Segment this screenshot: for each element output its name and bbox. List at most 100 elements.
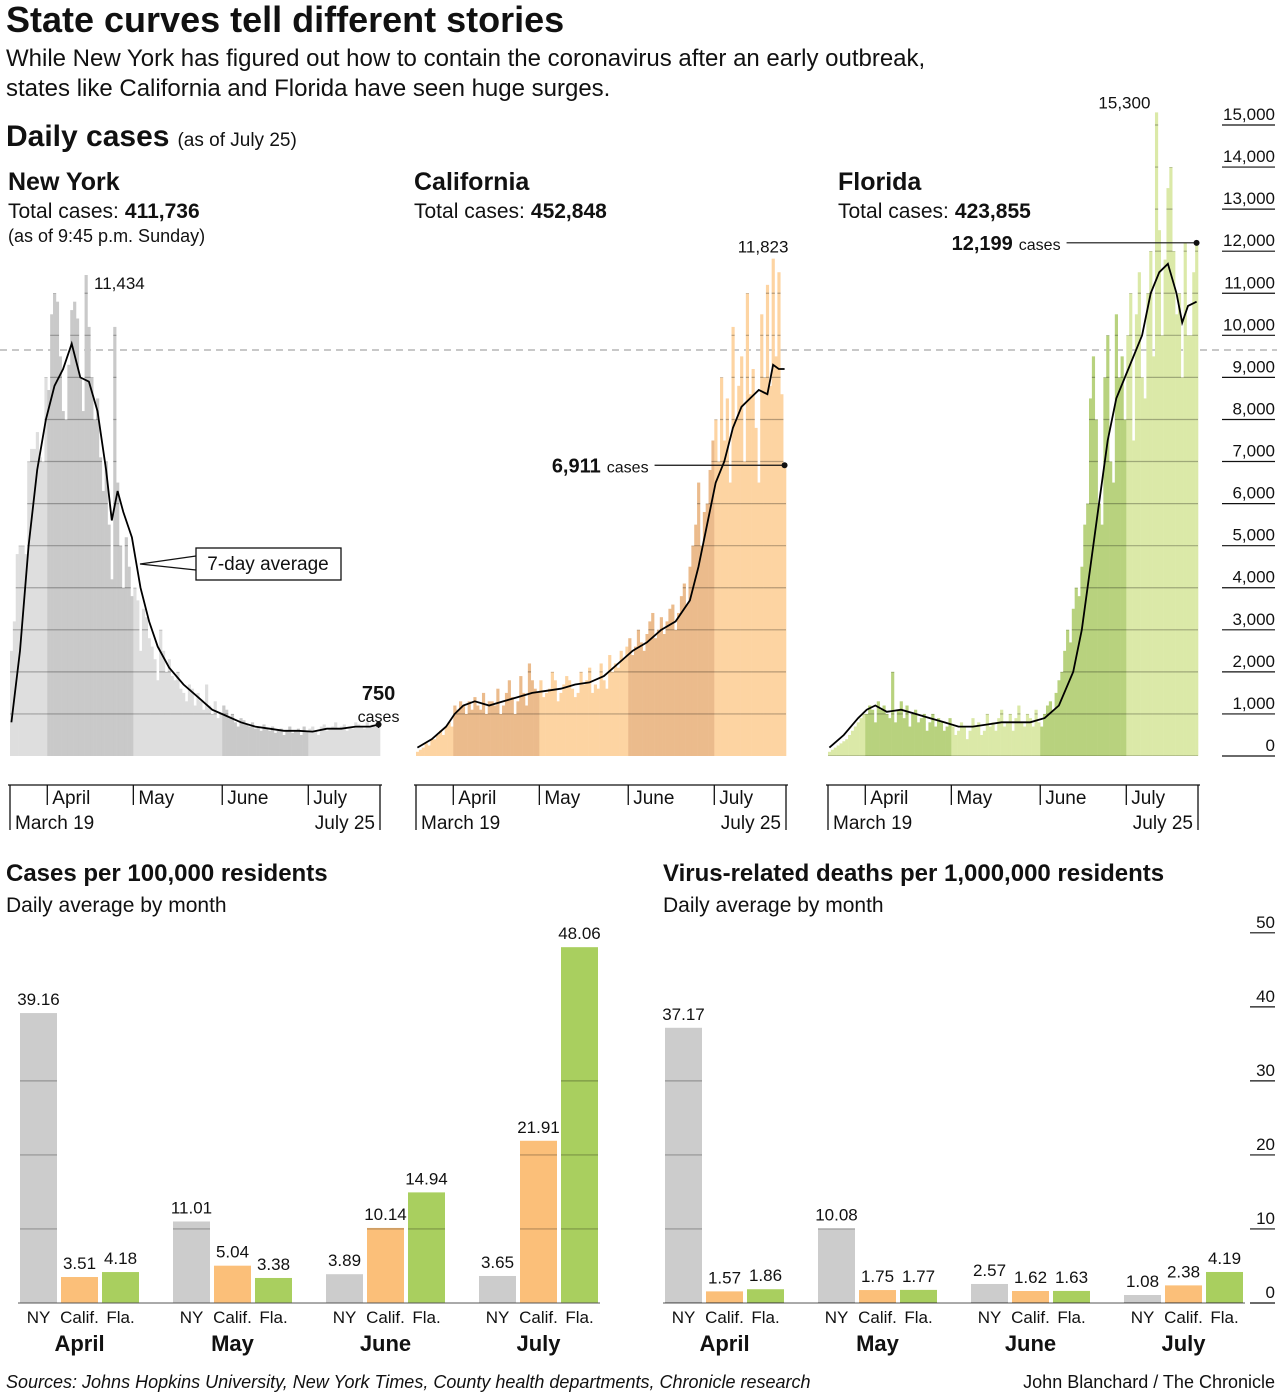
daily-bar <box>216 718 220 756</box>
series-label: Calif. <box>60 1308 99 1327</box>
value-label: 1.08 <box>1126 1272 1159 1291</box>
daily-bar <box>625 646 629 756</box>
series-label: Calif. <box>1011 1308 1050 1327</box>
daily-bar <box>536 692 540 756</box>
daily-bar <box>925 730 929 756</box>
x-tick-label: July <box>1131 788 1165 809</box>
daily-bar <box>493 705 497 756</box>
bar <box>1206 1271 1243 1303</box>
daily-bar <box>467 701 471 756</box>
daily-bar <box>90 377 94 756</box>
daily-bar <box>1111 482 1116 756</box>
daily-bar <box>1195 242 1199 756</box>
daily-bar <box>751 368 755 756</box>
daily-bar <box>325 730 329 756</box>
daily-bar <box>288 726 292 756</box>
daily-bar <box>1180 377 1184 756</box>
value-label: 1.63 <box>1055 1268 1088 1287</box>
daily-bar <box>519 676 523 756</box>
daily-bar <box>722 440 727 756</box>
daily-bar <box>1034 709 1038 756</box>
daily-bar <box>67 364 71 756</box>
daily-bar <box>1011 730 1015 756</box>
daily-bar <box>602 680 606 756</box>
daily-bar <box>777 272 781 756</box>
daily-bar <box>954 734 958 756</box>
daily-bar <box>968 730 972 756</box>
daily-bar <box>1094 419 1098 756</box>
daily-bar <box>585 680 589 756</box>
daily-bar <box>677 612 681 756</box>
category-label: May <box>211 1331 255 1356</box>
callout-unit: cases <box>1019 237 1061 254</box>
daily-bar <box>314 730 318 756</box>
daily-bar <box>908 726 912 756</box>
daily-bar <box>1166 188 1170 757</box>
daily-bar <box>911 713 915 756</box>
daily-bar <box>885 713 889 756</box>
daily-bar <box>179 688 183 756</box>
daily-bar <box>433 739 437 756</box>
panel-total: Total cases: 423,855 <box>838 200 1031 223</box>
daily-bar <box>1103 377 1107 756</box>
daily-bar <box>896 709 901 756</box>
daily-bar <box>859 718 863 756</box>
y-tick-label: 40 <box>1256 987 1275 1006</box>
value-label: 1.77 <box>902 1267 935 1286</box>
average-line <box>828 262 1197 749</box>
daily-bar <box>182 692 186 756</box>
daily-bar <box>219 713 223 756</box>
total-value: 423,855 <box>955 200 1031 223</box>
daily-bar <box>61 411 65 756</box>
daily-bar <box>1100 524 1104 756</box>
daily-bar <box>104 461 108 756</box>
bar <box>255 1277 292 1303</box>
bar <box>818 1228 855 1303</box>
daily-bar <box>1089 398 1093 756</box>
daily-bar <box>570 688 575 756</box>
category-label: July <box>516 1331 561 1356</box>
value-label: 4.19 <box>1208 1249 1241 1268</box>
daily-bar <box>1160 335 1164 756</box>
daily-bar <box>311 726 315 756</box>
bar <box>1012 1291 1049 1303</box>
daily-bar <box>41 461 45 756</box>
daily-bar <box>271 726 275 756</box>
daily-bar <box>513 713 517 756</box>
bar <box>561 947 598 1303</box>
daily-bar <box>504 692 509 756</box>
series-label: Fla. <box>106 1308 134 1327</box>
daily-bar <box>1146 293 1150 756</box>
value-label: 5.04 <box>216 1243 249 1262</box>
daily-bar <box>656 629 661 756</box>
callout-value: 750 <box>362 683 395 705</box>
daily-bar <box>691 545 695 756</box>
daily-bar <box>980 734 984 756</box>
y-tick-label: 4,000 <box>1232 568 1275 587</box>
y-tick-label: 20 <box>1256 1135 1275 1154</box>
daily-bar <box>830 749 835 756</box>
daily-bar <box>1152 356 1156 756</box>
daily-bar <box>608 655 612 756</box>
daily-bar <box>562 684 566 756</box>
daily-bar <box>728 482 732 756</box>
daily-bar <box>233 722 237 756</box>
daily-bar <box>461 705 466 756</box>
series-label: NY <box>978 1308 1002 1327</box>
daily-bar <box>1008 713 1012 756</box>
daily-bar <box>1000 709 1004 756</box>
daily-bar <box>1091 356 1096 756</box>
x-tick-label: June <box>633 788 674 809</box>
series-label: Fla. <box>1210 1308 1238 1327</box>
panel-title: New York <box>8 168 120 196</box>
daily-bar <box>328 728 332 756</box>
x-tick-label: May <box>956 788 992 809</box>
daily-bar <box>516 701 520 756</box>
daily-bar <box>248 726 252 756</box>
daily-bar <box>685 604 689 756</box>
daily-bar <box>959 722 964 756</box>
daily-bar <box>1143 398 1147 756</box>
y-tick-label: 9,000 <box>1232 357 1275 376</box>
daily-bar <box>916 722 921 756</box>
bar <box>214 1265 251 1303</box>
